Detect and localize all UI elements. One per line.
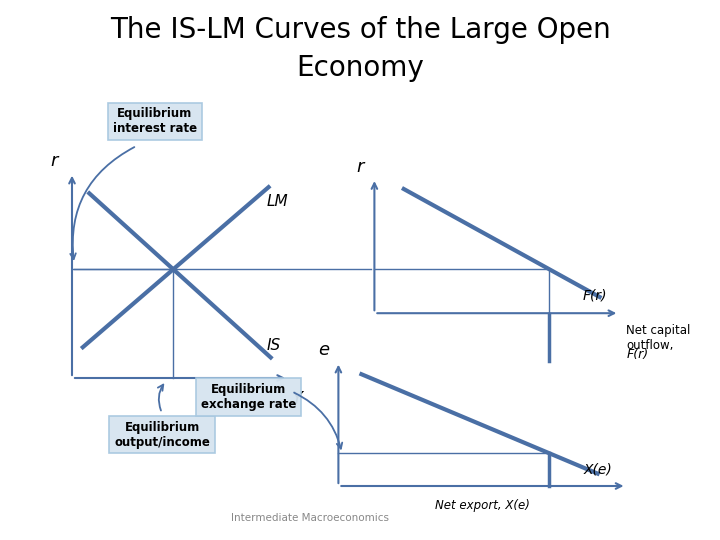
Text: Net export, X(e): Net export, X(e) bbox=[435, 500, 530, 512]
Text: LM: LM bbox=[266, 194, 288, 209]
Text: Equilibrium
exchange rate: Equilibrium exchange rate bbox=[201, 383, 296, 411]
Text: r: r bbox=[356, 158, 364, 176]
Text: Net capital
outflow,: Net capital outflow, bbox=[626, 324, 690, 352]
Text: Equilibrium
interest rate: Equilibrium interest rate bbox=[113, 107, 197, 136]
Text: r: r bbox=[50, 152, 58, 170]
Text: Equilibrium
output/income: Equilibrium output/income bbox=[114, 421, 210, 449]
Text: F(r): F(r) bbox=[626, 348, 649, 361]
Text: F(r): F(r) bbox=[582, 289, 607, 302]
Text: Intermediate Macroeconomics: Intermediate Macroeconomics bbox=[230, 514, 389, 523]
Text: X(e): X(e) bbox=[583, 463, 612, 477]
Text: IS: IS bbox=[266, 338, 281, 353]
Text: Y: Y bbox=[292, 390, 302, 408]
Text: Economy: Economy bbox=[296, 53, 424, 82]
Text: The IS-LM Curves of the Large Open: The IS-LM Curves of the Large Open bbox=[109, 16, 611, 44]
Text: e: e bbox=[318, 341, 330, 359]
